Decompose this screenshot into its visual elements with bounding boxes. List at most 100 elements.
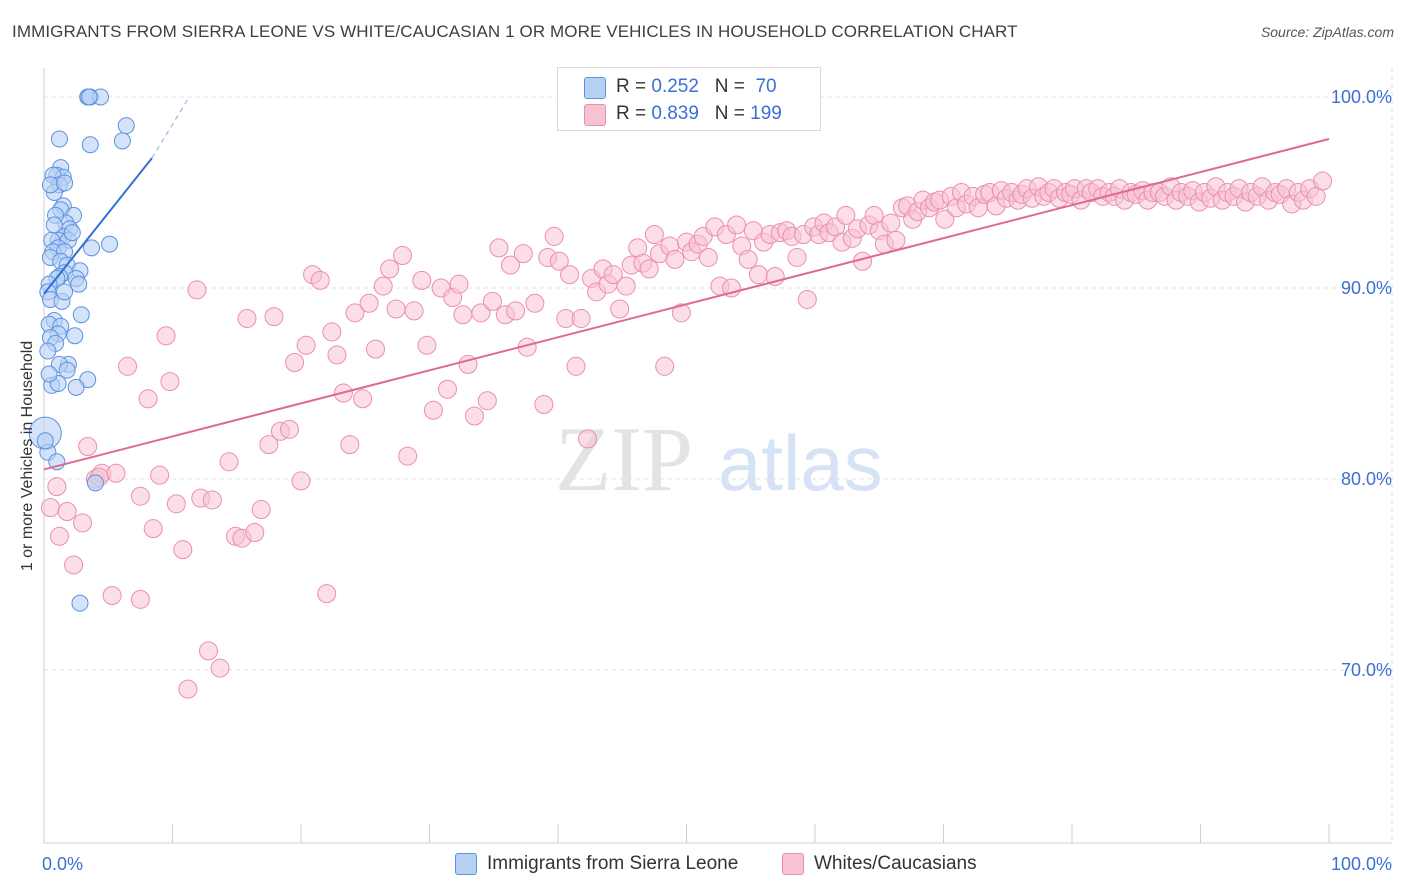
whites-point-43 [317, 584, 337, 604]
bottom-legend-swatch-pink [782, 853, 804, 875]
whites-point-115 [738, 249, 758, 269]
axis-labels: 70.0% 80.0% 90.0% 100.0% 0.0% 100.0% [42, 87, 1392, 874]
sierra-leone-point-49 [39, 342, 57, 360]
whites-point-44 [322, 322, 342, 342]
whites-point-48 [345, 303, 365, 323]
whites-point-71 [489, 238, 509, 258]
legend-n-label: N = [714, 76, 745, 97]
whites-point-42 [310, 270, 330, 290]
whites-point-6 [78, 437, 98, 457]
y-tick-label-2: 90.0% [1341, 278, 1392, 298]
x-tick-label-1: 100.0% [1331, 854, 1392, 874]
sierra-leone-point-24 [101, 235, 119, 253]
legend-swatch-pink [584, 104, 606, 126]
whites-point-31 [237, 309, 257, 329]
whites-point-56 [398, 446, 418, 466]
whites-point-97 [639, 259, 659, 279]
whites-point-25 [198, 641, 218, 661]
y-axis-label: 1 or more Vehicles in Household [19, 340, 36, 572]
legend-r-value: 0.839 [651, 103, 699, 124]
whites-point-49 [353, 389, 373, 409]
sierra-leone-point-4 [117, 117, 135, 135]
watermark-zip: ZIP [555, 408, 693, 510]
whites-point-81 [549, 251, 569, 271]
whites-point-21 [173, 540, 193, 560]
whites-point-13 [130, 589, 150, 609]
whites-point-3 [57, 501, 77, 521]
whites-point-18 [156, 326, 176, 346]
whites-point-68 [471, 303, 491, 323]
watermark: ZIP atlas [555, 408, 883, 510]
whites-point-26 [202, 490, 222, 510]
whites-point-51 [366, 339, 386, 359]
whites-point-37 [279, 419, 299, 439]
whites-point-84 [566, 356, 586, 376]
series-sierra-leone-points [28, 88, 135, 612]
sierra-leone-point-47 [66, 327, 84, 345]
legend-r-value: 0.252 [651, 76, 699, 97]
whites-point-93 [616, 276, 636, 296]
whites-point-38 [285, 352, 305, 372]
bottom-legend-label-sierra-leone: Immigrants from Sierra Leone [487, 853, 739, 874]
whites-point-78 [534, 395, 554, 415]
whites-point-91 [603, 265, 623, 285]
sierra-leone-point-7 [113, 132, 131, 150]
sierra-leone-point-66 [63, 224, 81, 242]
whites-point-108 [698, 247, 718, 267]
sierra-leone-point-25 [83, 239, 101, 257]
whites-point-1 [47, 477, 67, 497]
whites-point-124 [787, 247, 807, 267]
sierra-leone-point-64 [72, 306, 90, 324]
sierra-leone-point-63 [40, 365, 58, 383]
whites-point-47 [340, 435, 360, 455]
whites-point-17 [150, 465, 170, 485]
whites-point-64 [449, 274, 469, 294]
whites-point-58 [412, 270, 432, 290]
whites-point-32 [245, 522, 265, 542]
whites-point-85 [571, 309, 591, 329]
whites-point-28 [219, 452, 239, 472]
whites-point-113 [727, 215, 747, 235]
sierra-leone-point-68 [56, 174, 74, 192]
y-tick-label-3: 100.0% [1331, 87, 1392, 107]
whites-point-27 [210, 658, 230, 678]
bottom-legend-label-whites: Whites/Caucasians [814, 853, 977, 874]
whites-point-67 [464, 406, 484, 426]
whites-point-83 [560, 265, 580, 285]
whites-point-133 [836, 205, 856, 225]
sierra-leone-trend-line [43, 157, 153, 295]
whites-point-5 [73, 513, 93, 533]
chart-title: IMMIGRANTS FROM SIERRA LEONE VS WHITE/CA… [12, 22, 1018, 41]
whites-point-73 [500, 255, 520, 275]
bottom-legend-swatch-blue [455, 853, 477, 875]
sierra-leone-point-3 [80, 88, 98, 106]
sierra-leone-point-14 [41, 176, 59, 194]
whites-point-75 [513, 244, 533, 264]
y-tick-label-1: 80.0% [1341, 469, 1392, 489]
whites-point-2 [49, 526, 69, 546]
whites-point-102 [665, 249, 685, 269]
whites-point-141 [881, 213, 901, 233]
legend-n-value: 199 [750, 103, 782, 124]
whites-point-15 [138, 389, 158, 409]
whites-point-45 [327, 345, 347, 365]
whites-point-0 [40, 498, 60, 518]
whites-point-10 [106, 463, 126, 483]
whites-point-98 [644, 225, 664, 245]
whites-point-77 [525, 293, 545, 313]
sierra-leone-point-6 [81, 136, 99, 154]
whites-point-151 [935, 209, 955, 229]
sierra-leone-point-65 [56, 283, 74, 301]
whites-point-52 [373, 276, 393, 296]
whites-point-23 [187, 280, 207, 300]
watermark-atlas: atlas [718, 419, 883, 507]
whites-point-22 [178, 679, 198, 699]
whites-point-4 [64, 555, 84, 575]
y-tick-label-0: 70.0% [1341, 660, 1392, 680]
whites-point-39 [291, 471, 311, 491]
legend-n-label: N = [714, 103, 745, 124]
whites-point-16 [143, 519, 163, 539]
whites-point-60 [423, 400, 443, 420]
whites-point-70 [482, 291, 502, 311]
